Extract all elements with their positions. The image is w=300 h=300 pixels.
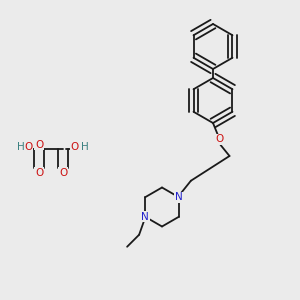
Text: N: N: [175, 192, 183, 202]
Text: O: O: [215, 134, 223, 145]
Text: O: O: [59, 167, 67, 178]
Text: O: O: [24, 142, 33, 152]
Text: O: O: [70, 142, 79, 152]
Text: O: O: [35, 140, 43, 150]
Text: N: N: [141, 212, 149, 222]
Text: H: H: [17, 142, 25, 152]
Text: H: H: [81, 142, 88, 152]
Text: O: O: [35, 167, 43, 178]
